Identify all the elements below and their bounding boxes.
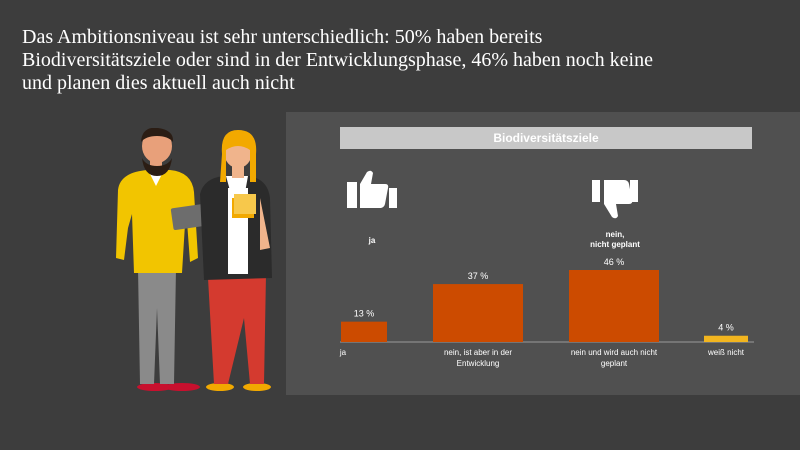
thumb-down-label: nein, nicht geplant [565, 230, 665, 250]
bar-chart: 13 % ja 37 % nein, ist aber in der Entwicklu… [339, 257, 754, 368]
bar-4 [704, 335, 748, 342]
headline-line-3: und planen dies aktuell auch nicht [22, 72, 295, 94]
man-figure [116, 128, 208, 391]
value-label-4: 4 % [718, 323, 734, 333]
thumbs-up-icon [347, 170, 397, 208]
bar-3 [569, 270, 659, 342]
panel-title: Biodiversitätsziele [340, 127, 752, 149]
value-label-2: 37 % [468, 271, 489, 281]
bar-1 [341, 321, 387, 342]
chart-panel: Biodiversitätsziele ja nein, nicht gepla… [286, 112, 800, 395]
headline-line-2: Biodiversitätsziele oder sind in der Ent… [22, 49, 653, 71]
thumb-down-label-line-2: nicht geplant [590, 240, 640, 249]
bar-2 [433, 284, 523, 342]
thumb-up-label-text: ja [368, 236, 376, 245]
page-headline: Das Ambitionsniveau ist sehr unterschied… [22, 26, 792, 95]
people-illustration [116, 128, 272, 391]
thumb-up-label: ja [352, 236, 392, 246]
category-label-4: weiß nicht [707, 348, 745, 357]
value-label-1: 13 % [354, 309, 375, 319]
woman-figure [200, 130, 272, 391]
category-label-2: nein, ist aber in der Entwicklung [444, 348, 512, 368]
value-label-3: 46 % [604, 257, 625, 267]
category-label-3: nein und wird auch nicht geplant [571, 348, 658, 368]
headline-line-1: Das Ambitionsniveau ist sehr unterschied… [22, 26, 543, 48]
thumbs-down-icon [592, 180, 638, 219]
thumb-down-label-line-1: nein, [605, 230, 625, 239]
category-label-1: ja [339, 348, 347, 357]
